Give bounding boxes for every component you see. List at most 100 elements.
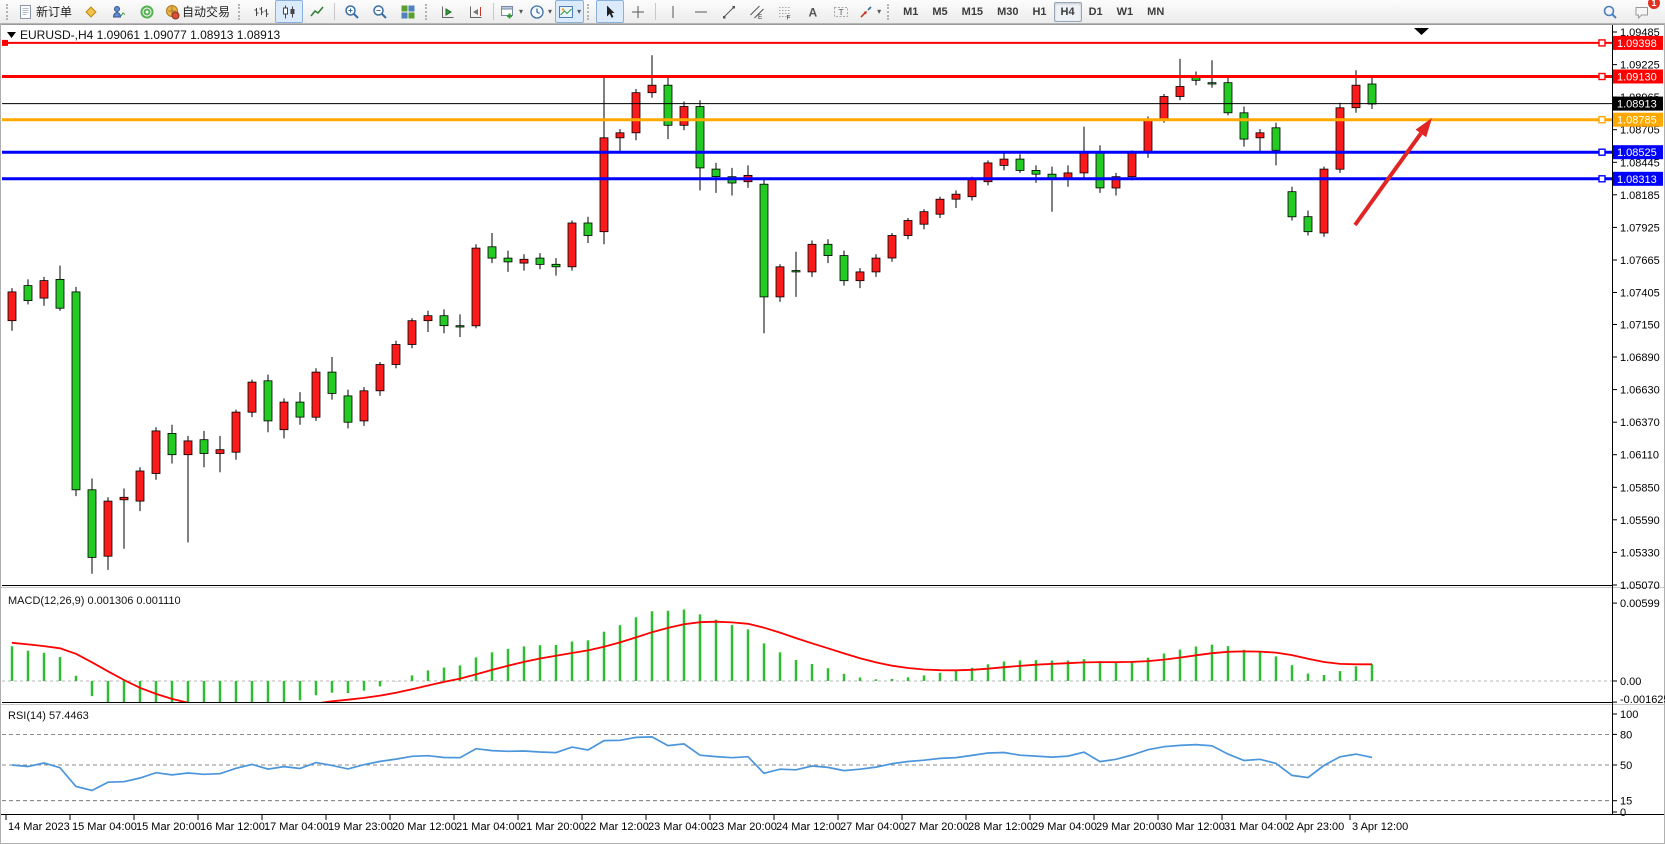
- timeframe-m1-button[interactable]: M1: [896, 2, 925, 22]
- search-button[interactable]: [1596, 0, 1624, 23]
- charts-window-button[interactable]: [77, 0, 105, 23]
- candlestick: [1175, 86, 1185, 97]
- zoom-out-button[interactable]: [366, 0, 394, 23]
- timeframe-m30-button[interactable]: M30: [990, 2, 1025, 22]
- svg-text:29 Mar 20:00: 29 Mar 20:00: [1096, 821, 1161, 833]
- text-label-button[interactable]: T: [827, 0, 855, 23]
- channel-button[interactable]: E: [743, 0, 771, 23]
- rsi-label: RSI(14) 57.4463: [8, 710, 89, 722]
- zoomout-icon: [372, 4, 388, 20]
- chart-title: EURUSD-,H4 1.09061 1.09077 1.08913 1.089…: [20, 28, 281, 42]
- candlestick: [871, 257, 881, 273]
- tile-windows-button[interactable]: [394, 0, 422, 23]
- auto-trading-button[interactable]: 自动交易: [161, 0, 235, 23]
- svg-text:23 Mar 20:00: 23 Mar 20:00: [712, 821, 777, 833]
- new-order-button[interactable]: 新订单: [15, 0, 77, 23]
- timeframe-w1-button[interactable]: W1: [1110, 2, 1141, 22]
- svg-text:0.00: 0.00: [1620, 676, 1641, 688]
- candlestick: [695, 106, 705, 169]
- timeframe-w1-button-label: W1: [1116, 5, 1134, 18]
- new-chart-button[interactable]: ▾: [497, 0, 526, 23]
- signals-button[interactable]: [133, 0, 161, 23]
- candlestick: [119, 496, 129, 501]
- newchart-icon: [500, 4, 516, 20]
- trend-arrow-annotation[interactable]: [1353, 132, 1423, 227]
- candlestick: [1127, 152, 1137, 178]
- chart-background: [0, 24, 1665, 844]
- svg-text:27 Mar 04:00: 27 Mar 04:00: [840, 821, 905, 833]
- svg-text:1.08525: 1.08525: [1617, 147, 1657, 159]
- crosshair-button[interactable]: [624, 0, 652, 23]
- timeframe-h1-button[interactable]: H1: [1025, 2, 1053, 22]
- line-handle[interactable]: [1598, 148, 1606, 156]
- svg-text:1.06110: 1.06110: [1620, 450, 1659, 462]
- signal-icon: [139, 4, 155, 20]
- candlestick: [503, 257, 513, 263]
- timeframe-m5-button[interactable]: M5: [925, 2, 954, 22]
- templates-button[interactable]: ▾: [555, 0, 585, 23]
- arrows-button[interactable]: ▾: [855, 0, 884, 23]
- toolbar-grip: [587, 3, 593, 20]
- chat-button[interactable]: 1: [1628, 0, 1660, 23]
- timeframe-d1-button[interactable]: D1: [1082, 2, 1110, 22]
- chevron-down-icon: ▾: [877, 7, 882, 16]
- svg-text:1.06890: 1.06890: [1620, 352, 1660, 364]
- zoom-in-button[interactable]: [338, 0, 366, 23]
- candlestick: [759, 183, 769, 298]
- rsi-line: [11, 736, 1373, 792]
- timeframe-m5-button-label: M5: [932, 5, 948, 18]
- svg-text:17 Mar 04:00: 17 Mar 04:00: [264, 821, 329, 833]
- chart-window: 1.094851.092251.089651.087051.084451.081…: [0, 24, 1665, 844]
- cursor-button[interactable]: [596, 0, 625, 23]
- line-handle[interactable]: [1598, 115, 1606, 124]
- market-watch-button[interactable]: [105, 0, 133, 23]
- candlestick-chart-button[interactable]: [275, 0, 304, 23]
- candlestick: [535, 257, 545, 265]
- toolbar-separator: [334, 3, 336, 20]
- candlestick: [359, 390, 369, 422]
- horizontal-line-button[interactable]: [687, 0, 715, 23]
- candlestick: [183, 440, 193, 456]
- line-chart-button[interactable]: [303, 0, 331, 23]
- candlestick: [7, 291, 17, 322]
- timeframe-m15-button[interactable]: M15: [955, 2, 990, 22]
- timeframe-h4-button[interactable]: H4: [1053, 1, 1082, 22]
- candlestick: [1303, 216, 1313, 233]
- price-badge: [1613, 69, 1663, 84]
- text-button[interactable]: A: [799, 0, 827, 23]
- candlestick: [999, 158, 1009, 166]
- timeframe-mn-button[interactable]: MN: [1140, 2, 1171, 22]
- candlestick: [983, 162, 993, 183]
- candlestick: [855, 271, 865, 282]
- tile-icon: [400, 4, 416, 20]
- periods-button[interactable]: ▾: [526, 0, 555, 23]
- trendline-button[interactable]: [715, 0, 743, 23]
- chart-shift-marker[interactable]: [1414, 28, 1429, 35]
- svg-text:21 Mar 04:00: 21 Mar 04:00: [456, 821, 521, 833]
- bar-chart-button[interactable]: [247, 0, 275, 23]
- candlestick: [375, 364, 385, 392]
- timeframe-h1-button-label: H1: [1032, 5, 1047, 18]
- vertical-line-button[interactable]: [659, 0, 687, 23]
- crosshair-icon: [630, 4, 646, 20]
- svg-text:16 Mar 12:00: 16 Mar 12:00: [200, 821, 265, 833]
- candlestick: [327, 371, 337, 394]
- candlestick: [1223, 82, 1233, 114]
- candlestick: [23, 285, 33, 302]
- line-handle[interactable]: [1598, 72, 1606, 81]
- auto-scroll-button[interactable]: [434, 0, 462, 23]
- symbol-dropdown[interactable]: [7, 32, 16, 38]
- candlestick: [1031, 169, 1041, 175]
- candlestick: [1271, 127, 1281, 151]
- line-handle[interactable]: [1598, 175, 1606, 183]
- trend-arrow-head[interactable]: [1415, 118, 1432, 138]
- candlestick: [215, 449, 225, 454]
- price-badge: [1613, 96, 1663, 111]
- line-handle[interactable]: [1598, 39, 1606, 47]
- line-handle[interactable]: [2, 39, 8, 46]
- fibonacci-button[interactable]: F: [771, 0, 799, 23]
- chart-shift-button[interactable]: [462, 0, 490, 23]
- svg-text:1.09398: 1.09398: [1617, 38, 1657, 50]
- candlestick: [295, 401, 305, 418]
- candlestick: [1287, 191, 1297, 218]
